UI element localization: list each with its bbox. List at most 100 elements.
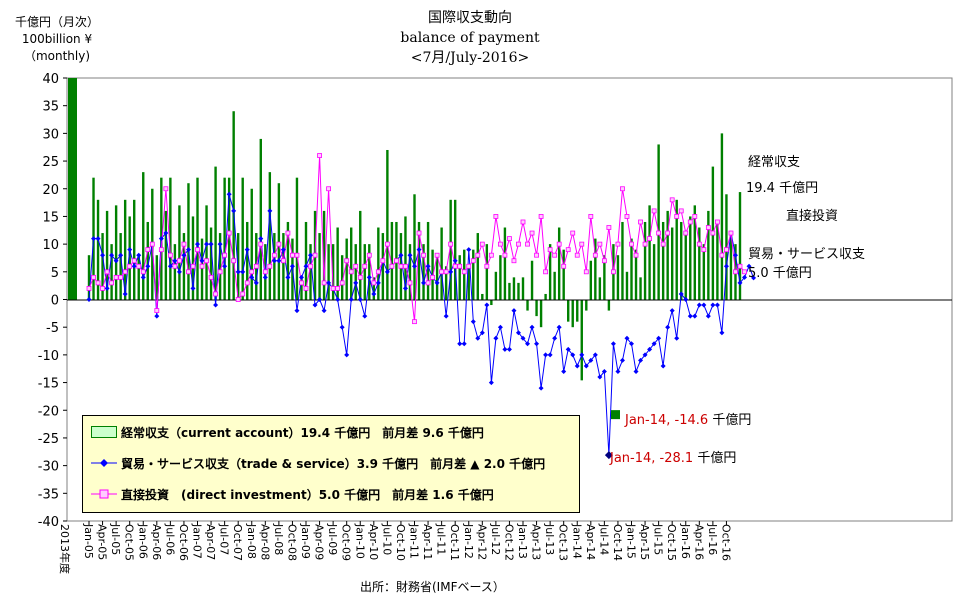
current-account-bar [526,299,529,311]
trade-service-point [195,241,200,247]
x-tick-label: Apr-14 [584,524,597,560]
current-account-bar [227,177,231,300]
direct-investment-point [714,219,720,225]
trade-service-point [561,368,567,374]
direct-investment-point [665,230,671,236]
x-tick-label: Jul-16 [706,523,719,555]
trade-service-point [262,274,268,280]
direct-investment-point [493,214,499,219]
direct-investment-point [299,280,304,286]
current-account-bar [273,233,276,300]
current-account-bar [96,199,100,300]
direct-investment-point [213,291,218,297]
direct-investment-point [267,263,273,269]
trade-service-point [326,280,332,286]
trade-service-point [597,374,603,380]
trade-service-point [746,263,752,269]
direct-investment-point [226,230,232,236]
x-tick-label: Oct-07 [231,524,244,561]
current-account-bar [128,216,131,300]
direct-investment-point [104,269,110,275]
current-account-bar [114,205,118,300]
current-account-bar [490,299,493,306]
trade-service-point [285,274,291,280]
y-tick-label: -40 [38,515,59,530]
trade-service-point [416,247,422,253]
direct-investment-point [479,241,485,247]
trade-service-point [705,313,711,319]
trade-service-point [249,274,255,280]
direct-investment-point [416,230,422,236]
direct-investment-point [167,252,173,258]
direct-investment-point [398,263,404,269]
x-tick-label: Apr-16 [692,524,705,560]
current-account-bar [440,227,443,300]
y-tick-label: 40 [42,72,59,87]
current-account-bar [110,244,113,300]
trade-service-point [402,285,408,291]
direct-investment-point [231,258,237,264]
current-account-bar [670,227,674,300]
trade-service-point [181,252,187,258]
direct-investment-point [651,208,657,214]
direct-investment-point [724,247,729,253]
y-tick-label: -25 [38,432,59,447]
trade-service-point [610,341,616,347]
trade-service-point [136,252,142,258]
current-account-bar [241,177,244,300]
direct-investment-point [371,280,377,286]
direct-investment-point [353,263,359,269]
direct-investment-point [452,263,458,269]
trade-service-point [321,308,327,314]
direct-investment-point [737,263,743,269]
x-tick-label: Apr-15 [638,524,651,560]
current-account-bar [146,221,149,300]
x-tick-label: Oct-10 [394,524,407,561]
y-tick-label: -35 [38,487,59,502]
x-tick-label: Jul-13 [543,523,556,555]
current-account-bar [720,133,724,300]
trade-service-point [552,335,558,341]
direct-investment-point [412,319,417,325]
current-account-bar [350,227,353,300]
trade-service-point [172,258,178,264]
current-account-bar [648,205,651,300]
x-tick-label: Jan-06 [136,523,149,559]
current-account-bar [304,221,308,300]
trade-service-point [145,263,151,269]
trade-service-point [737,280,743,286]
direct-investment-point [534,252,539,258]
direct-investment-point [348,269,354,275]
y-tick-label: -20 [38,404,59,419]
direct-investment-point [705,225,711,230]
trade-service-point [167,263,173,269]
direct-investment-point [430,274,435,280]
direct-investment-point [574,252,580,258]
direct-investment-point [656,230,662,236]
trade-service-point [493,335,499,341]
current-account-bar [553,271,556,300]
ts-min-marker [604,451,613,460]
trade-service-point [543,352,549,358]
direct-investment-point [511,258,517,264]
trade-service-point [466,247,472,253]
current-account-bar [359,210,362,300]
current-account-bar [463,249,466,300]
current-account-bar [571,299,574,328]
direct-investment-point [375,269,381,275]
direct-investment-point [362,263,368,269]
direct-investment-point [204,258,209,264]
trade-service-point [534,341,540,347]
trade-service-point [217,241,223,247]
trade-service-point [592,352,598,358]
trade-service-point [280,247,286,253]
x-tick-label: Jan-16 [679,523,692,559]
current-account-bar [218,233,222,300]
trade-service-point [154,313,160,319]
trade-service-point [235,269,241,275]
trade-service-point [678,291,684,297]
direct-investment-point [317,153,322,158]
side-label-current-account-value: 19.4 千億円 [746,181,819,196]
current-account-bar [300,277,303,300]
direct-investment-point [195,247,200,253]
